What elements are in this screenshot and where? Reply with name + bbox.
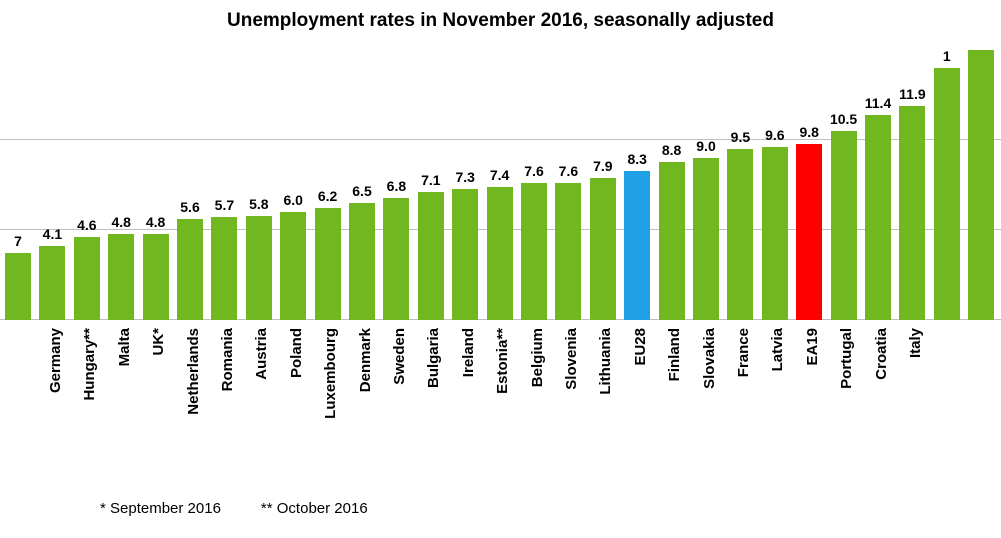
- bar: [383, 198, 409, 320]
- bar: [246, 216, 272, 320]
- x-axis-labels: Germany Hungary** Malta UK* Netherlands Roman…: [0, 320, 1001, 480]
- bar: [349, 203, 375, 320]
- x-axis-label: Denmark: [357, 328, 374, 392]
- bar: [968, 50, 994, 320]
- bar: [211, 217, 237, 320]
- x-axis-label: Portugal: [838, 328, 855, 389]
- bar: [487, 187, 513, 320]
- bar: [762, 147, 788, 320]
- x-axis-label: Netherlands: [185, 328, 202, 415]
- bar-value-label: 11.9: [892, 86, 932, 102]
- x-axis-label: Latvia: [769, 328, 786, 371]
- bar-value-label: 10.5: [824, 111, 864, 127]
- bar: [315, 208, 341, 320]
- plot-area: 74.14.64.84.85.65.75.86.06.26.56.87.17.3…: [0, 50, 1001, 320]
- x-axis-label: France: [735, 328, 752, 377]
- x-axis-label: Malta: [116, 328, 133, 366]
- x-axis-label: Austria: [253, 328, 270, 380]
- x-axis-label: Belgium: [529, 328, 546, 387]
- bar: [899, 106, 925, 320]
- bar-value-label: 1: [927, 48, 967, 64]
- bar: [659, 162, 685, 320]
- bar: [865, 115, 891, 320]
- footnote-1: * September 2016: [100, 500, 221, 517]
- x-axis-label: Estonia**: [494, 328, 511, 394]
- bar-value-label: 4.8: [136, 214, 176, 230]
- x-axis-label: Sweden: [391, 328, 408, 385]
- chart-title: Unemployment rates in November 2016, sea…: [0, 10, 1001, 32]
- bar: [590, 178, 616, 320]
- x-axis-label: Bulgaria: [425, 328, 442, 388]
- bar: [280, 212, 306, 320]
- x-axis-label: Hungary**: [81, 328, 98, 401]
- bar: [452, 189, 478, 320]
- bar: [521, 183, 547, 320]
- x-axis-label: Slovenia: [563, 328, 580, 390]
- x-axis-label: Germany: [47, 328, 64, 393]
- x-axis-label: Finland: [666, 328, 683, 381]
- bar: [727, 149, 753, 320]
- x-axis-label: EA19: [804, 328, 821, 366]
- bar: [74, 237, 100, 320]
- x-axis-label: Croatia: [873, 328, 890, 380]
- bar: [177, 219, 203, 320]
- bar: [418, 192, 444, 320]
- x-axis-label: Ireland: [460, 328, 477, 377]
- bar: [831, 131, 857, 320]
- bar: [693, 158, 719, 320]
- x-axis-label: UK*: [150, 328, 167, 356]
- bar: [143, 234, 169, 320]
- x-axis-label: Romania: [219, 328, 236, 391]
- bar: [934, 68, 960, 320]
- footnotes: * September 2016 ** October 2016: [100, 500, 368, 517]
- x-axis-label: Luxembourg: [322, 328, 339, 419]
- x-axis-label: Slovakia: [701, 328, 718, 389]
- bar: [108, 234, 134, 320]
- bar: [624, 171, 650, 320]
- bar: [796, 144, 822, 320]
- footnote-2: ** October 2016: [261, 500, 368, 517]
- bar: [5, 253, 31, 320]
- bar: [39, 246, 65, 320]
- bar: [555, 183, 581, 320]
- x-axis-label: Lithuania: [597, 328, 614, 395]
- x-axis-label: EU28: [632, 328, 649, 366]
- x-axis-label: Poland: [288, 328, 305, 378]
- x-axis-label: Italy: [907, 328, 924, 358]
